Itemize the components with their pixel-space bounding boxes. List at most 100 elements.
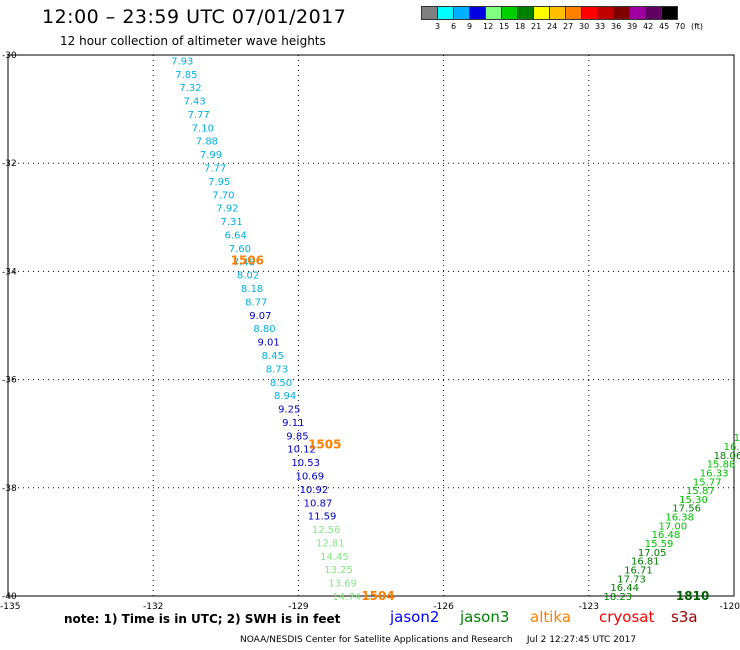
swh-value: 16.38 bbox=[665, 513, 694, 524]
swh-value: 11.59 bbox=[308, 512, 337, 523]
legend-s3a: s3a bbox=[671, 608, 698, 626]
swh-value: 9.85 bbox=[286, 431, 308, 442]
map-subtitle: 12 hour collection of altimeter wave hei… bbox=[60, 34, 326, 48]
footer: NOAA/NESDIS Center for Satellite Applica… bbox=[240, 635, 636, 645]
swh-value: 8.50 bbox=[270, 378, 292, 389]
swh-value: 10.12 bbox=[287, 445, 316, 456]
swh-value: 7.48 bbox=[233, 257, 255, 268]
lon-label: -129 bbox=[288, 602, 309, 612]
pass-number: 18 bbox=[739, 475, 740, 489]
swh-value: 14.74 bbox=[332, 592, 361, 603]
swh-value: 15.87 bbox=[686, 486, 715, 497]
swh-value: 13.25 bbox=[324, 565, 353, 576]
lat-label: -38 bbox=[2, 484, 17, 494]
scale-label: 27 bbox=[563, 22, 574, 31]
map-title: 12:00 – 23:59 UTC 07/01/2017 bbox=[42, 6, 347, 28]
swh-value: 7.77 bbox=[204, 164, 226, 175]
lon-label: -135 bbox=[0, 602, 20, 612]
swh-value: 15.59 bbox=[645, 539, 674, 550]
swh-value: 7.88 bbox=[196, 137, 218, 148]
swh-value: 8.02 bbox=[237, 271, 259, 282]
scale-label: 30 bbox=[579, 22, 590, 31]
lat-label: -34 bbox=[2, 267, 17, 277]
swh-value: 15.30 bbox=[679, 495, 708, 506]
scale-label: 3 bbox=[435, 22, 441, 31]
swh-value: 16.71 bbox=[624, 566, 653, 577]
scale-label: 18 bbox=[515, 22, 526, 31]
swh-value: 7.70 bbox=[212, 190, 234, 201]
pass-number: 1506 bbox=[231, 254, 264, 268]
scale-label: 39 bbox=[627, 22, 638, 31]
swh-value: 6.64 bbox=[225, 230, 247, 241]
swh-value: 14.45 bbox=[320, 552, 349, 563]
lon-label: -126 bbox=[433, 602, 454, 612]
scale-label: 6 bbox=[451, 22, 457, 31]
swh-value: 10.69 bbox=[295, 471, 324, 482]
scale-label: 21 bbox=[531, 22, 542, 31]
legend-cryosat: cryosat bbox=[599, 608, 655, 626]
legend-jason3: jason3 bbox=[460, 608, 510, 626]
swh-value: 13.69 bbox=[328, 579, 357, 590]
lon-label: -123 bbox=[579, 602, 599, 612]
credit-text: NOAA/NESDIS Center for Satellite Applica… bbox=[240, 635, 513, 645]
swh-value: 12.81 bbox=[316, 538, 345, 549]
scale-label: 70 bbox=[675, 22, 686, 31]
scale-label: (ft) bbox=[691, 22, 704, 31]
swh-value: 9.07 bbox=[249, 311, 271, 322]
pass-number: 1504 bbox=[361, 589, 394, 603]
swh-value: 16.48 bbox=[652, 530, 681, 541]
scale-swatch bbox=[661, 6, 678, 20]
swh-value: 15.77 bbox=[693, 477, 722, 488]
swh-value: 7.32 bbox=[179, 83, 201, 94]
swh-value: 7.10 bbox=[192, 123, 214, 134]
color-scale-bar bbox=[421, 6, 678, 20]
scale-label: 36 bbox=[611, 22, 622, 31]
scale-label: 12 bbox=[483, 22, 494, 31]
swh-value: 10.53 bbox=[291, 458, 320, 469]
swh-value: 17.73 bbox=[617, 574, 646, 585]
scale-label: 33 bbox=[595, 22, 606, 31]
lat-label: -40 bbox=[2, 592, 17, 602]
swh-value: 17.00 bbox=[659, 521, 688, 532]
swh-value: 8.73 bbox=[266, 364, 288, 375]
swh-value: 7.31 bbox=[220, 217, 242, 228]
swh-value: 8.18 bbox=[241, 284, 263, 295]
scale-label: 15 bbox=[499, 22, 510, 31]
scale-label: 24 bbox=[547, 22, 558, 31]
swh-value: 8.45 bbox=[262, 351, 284, 362]
lon-label: -120 bbox=[720, 602, 740, 612]
swh-value: 7.93 bbox=[171, 56, 193, 67]
units-note: note: 1) Time is in UTC; 2) SWH is in fe… bbox=[64, 612, 341, 626]
swh-value: 12.56 bbox=[312, 525, 341, 536]
swh-value: 7.99 bbox=[200, 150, 222, 161]
scale-label: 42 bbox=[643, 22, 654, 31]
swh-value: 7.85 bbox=[175, 70, 197, 81]
swh-value: 18.23 bbox=[604, 592, 633, 603]
swh-value: 9.25 bbox=[278, 405, 300, 416]
swh-value: 16.44 bbox=[610, 583, 639, 594]
legend-jason2: jason2 bbox=[390, 608, 440, 626]
lat-label: -32 bbox=[2, 159, 17, 169]
swh-value: 10.92 bbox=[300, 485, 329, 496]
swh-value: 7.43 bbox=[183, 97, 205, 108]
swh-value: 9.01 bbox=[258, 338, 280, 349]
scale-label: 9 bbox=[467, 22, 473, 31]
swh-value: 8.80 bbox=[253, 324, 275, 335]
lat-label: -30 bbox=[2, 51, 17, 61]
swh-value: 9.11 bbox=[282, 418, 304, 429]
scale-label: 45 bbox=[659, 22, 670, 31]
map-frame bbox=[7, 54, 735, 597]
lon-label: -132 bbox=[143, 602, 163, 612]
pass-number: 1505 bbox=[308, 438, 341, 452]
swh-value: 7.77 bbox=[188, 110, 210, 121]
swh-value: 10.87 bbox=[304, 498, 333, 509]
lat-label: -36 bbox=[2, 376, 17, 386]
swh-value: 7.60 bbox=[229, 244, 251, 255]
swh-value: 16. bbox=[734, 433, 740, 444]
swh-value: 8.77 bbox=[245, 297, 267, 308]
swh-value: 16.4 bbox=[724, 442, 740, 453]
timestamp-text: Jul 2 12:27:45 UTC 2017 bbox=[526, 635, 637, 645]
swh-value: 16.81 bbox=[631, 557, 660, 568]
swh-value: 7.92 bbox=[216, 204, 238, 215]
